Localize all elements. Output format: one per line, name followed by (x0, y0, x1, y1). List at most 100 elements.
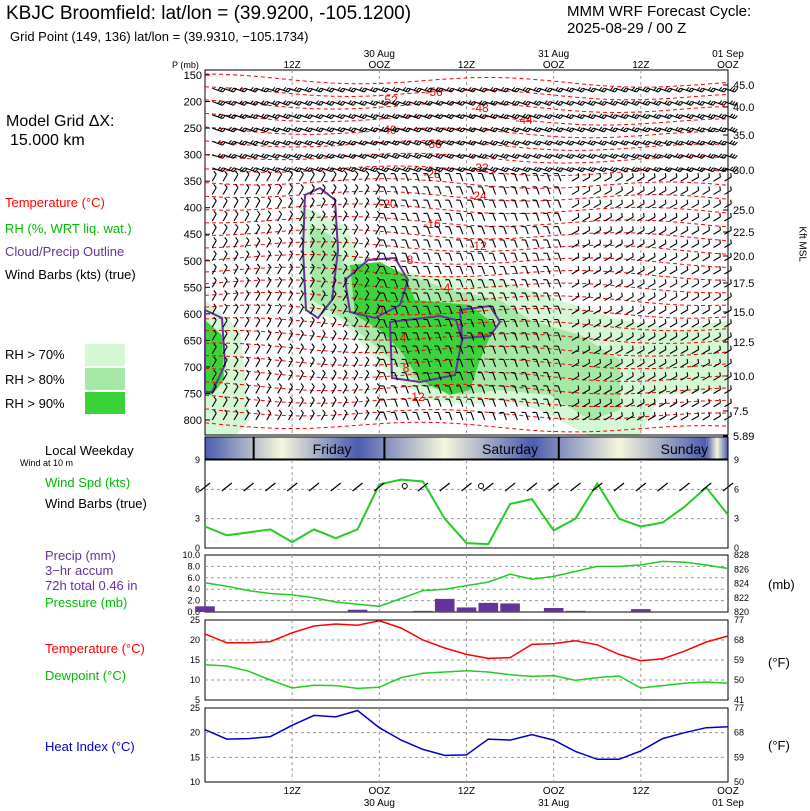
wind-barb-staff (713, 101, 724, 106)
wind-barb (499, 292, 507, 301)
wind-barb (571, 252, 580, 262)
wind-barb-flag (304, 140, 309, 144)
wind-barb (342, 197, 348, 208)
wind-barb-staff (647, 322, 656, 328)
wind-barb (255, 170, 261, 182)
wind-barb-staff (405, 319, 409, 328)
wind-barb-staff (481, 332, 486, 341)
wind-barb-flag (514, 114, 518, 119)
wind-barb (353, 140, 368, 146)
wind-barb (702, 226, 711, 235)
wind-barb-staff (546, 399, 551, 407)
wind-barb (321, 86, 335, 93)
heat-panel-ytick: 10 (190, 777, 200, 787)
wind-barb (462, 100, 477, 106)
wind-barb-staff (691, 167, 703, 173)
wind-barb (615, 186, 623, 195)
wind-barb-flag (686, 212, 689, 218)
wind-barb (532, 372, 540, 381)
wind-barb-flag (588, 292, 591, 297)
wind-barb (554, 332, 562, 341)
wind-barb-flag (612, 127, 616, 132)
wind-barb (233, 329, 239, 341)
wind-barb-staff (593, 154, 605, 159)
wind-barb-staff (331, 386, 337, 394)
wind-barb (375, 223, 381, 235)
wind-barb-staff (383, 292, 388, 301)
wind-barb-staff (211, 346, 217, 354)
wind-barb-flag (339, 114, 344, 119)
wind-barb (488, 358, 497, 368)
wind-barb-staff (233, 386, 239, 394)
wind-barb-flag (267, 396, 272, 401)
wind-barb-flag (653, 358, 656, 364)
wind-barb (423, 186, 431, 195)
wind-barb-staff (364, 187, 370, 195)
wind-barb-flag (601, 101, 605, 105)
wind-barb-staff (375, 306, 381, 315)
wind-barb-staff (233, 114, 245, 120)
wind-barb-staff (691, 114, 703, 120)
wind-barb (521, 212, 529, 222)
wind-barb-staff (244, 200, 250, 208)
wind-barb (212, 166, 226, 173)
wind-barb-staff (604, 216, 612, 222)
wind-barb-staff (549, 154, 561, 159)
wind-barb-flag (621, 319, 623, 324)
wind-barb (445, 318, 453, 328)
wind-barb-staff (459, 266, 464, 275)
wind-barb (298, 383, 304, 394)
wind-barb-staff (604, 140, 616, 146)
wind-barb-staff (691, 127, 703, 133)
wind-barb (222, 369, 228, 381)
wind-panel-ytick-right: 3 (734, 514, 739, 524)
wind-barb-staff (524, 292, 529, 301)
wind-barb-flag (304, 100, 309, 104)
wind-barb-flag (413, 86, 418, 91)
wind-barb-staff (426, 319, 431, 328)
wind-barb-staff (517, 167, 528, 173)
wind-barb-flag (271, 113, 276, 118)
wind-barb (713, 212, 721, 222)
wind-barb-flag (679, 88, 684, 93)
wind-barb-staff (309, 253, 315, 262)
wind-barb-flag (696, 140, 701, 144)
wind-barb-staff (342, 167, 354, 173)
wind-barb-staff (321, 167, 332, 173)
wind-barb-flag (481, 140, 485, 145)
wind-barb-flag (298, 141, 302, 146)
wind-barb-staff (299, 127, 310, 133)
day-band-0 (205, 437, 358, 459)
wind-barb-staff (386, 127, 398, 133)
wind-barb-staff (298, 213, 304, 222)
wind-barb (604, 411, 612, 421)
wind-barb-staff (222, 213, 228, 222)
wind-barb-flag (538, 168, 542, 173)
wind-barb (473, 113, 488, 120)
wind-barb (255, 197, 261, 208)
height-tick-label: 22.5 (733, 227, 754, 239)
wind-barb-staff (615, 362, 623, 368)
wind-barb (554, 265, 562, 275)
wind-barb-flag (311, 290, 315, 294)
wind-barb-flag (246, 223, 250, 228)
wind-barb-staff (288, 346, 294, 354)
wind-barb (255, 166, 270, 173)
wind-barb-flag (718, 100, 723, 104)
wind-barb-staff (470, 319, 475, 328)
wind-barb-staff (691, 154, 703, 159)
wind-barb-flag (424, 153, 428, 158)
wind-barb-flag (599, 199, 602, 204)
wind-barb-flag (588, 212, 591, 218)
wind-barb-staff (310, 127, 321, 133)
wind-barb-staff (244, 386, 250, 394)
wind-barb-staff (353, 87, 365, 93)
wind-barb-staff (233, 346, 239, 354)
wind-barb-flag (311, 303, 315, 308)
wind-barb-staff (331, 306, 337, 315)
wind-barb-flag (370, 153, 374, 158)
wind-barb-staff (604, 362, 612, 368)
wind-barb (412, 332, 420, 341)
wind-barb (401, 199, 409, 208)
wind-barb-staff (426, 186, 431, 195)
